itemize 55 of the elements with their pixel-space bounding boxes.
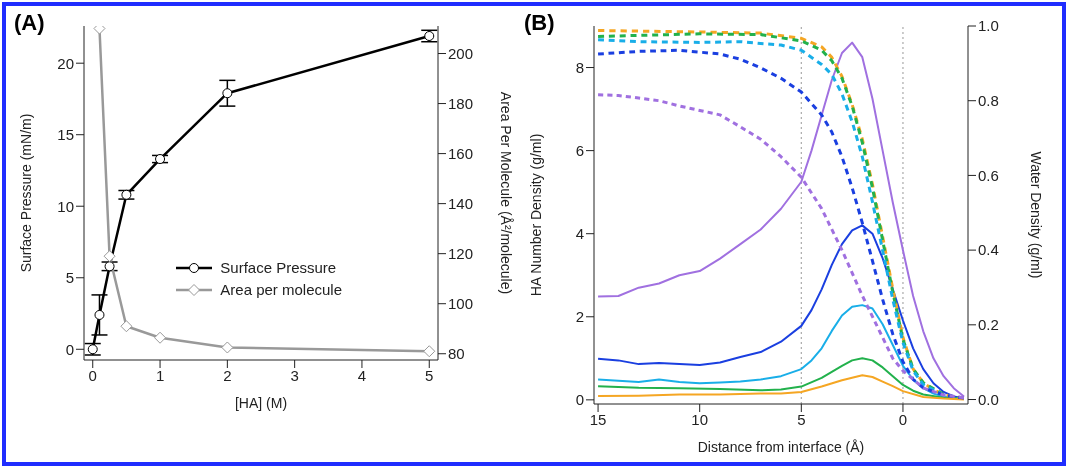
y-tick-label: 2 [575, 308, 584, 326]
y-axis-title: Surface Pressure (mN/m) [17, 113, 34, 273]
y2-tick-label: 0.6 [978, 166, 999, 184]
y2-tick-label: 0.8 [978, 92, 999, 110]
y-tick-label: 15 [57, 126, 74, 144]
point [104, 261, 115, 272]
y-tick-label: 20 [57, 54, 74, 72]
y2-tick-label: 140 [448, 194, 474, 212]
y2-tick-label: 80 [448, 345, 465, 363]
x-tick-label: 2 [223, 366, 232, 384]
y2-tick-label: 180 [448, 94, 474, 112]
y-axis-title: HA Number Density (g/ml) [527, 133, 544, 297]
point [121, 189, 132, 200]
y2-tick-label: 120 [448, 245, 474, 262]
point [424, 31, 435, 42]
y2-tick-label: 0.4 [978, 241, 999, 259]
x-axis-title: Distance from interface (Å) [697, 439, 865, 455]
point [120, 320, 133, 333]
x-tick-label: 5 [797, 410, 806, 428]
x-axis-title: [HA] (M) [234, 395, 288, 411]
chart-title: (B) [524, 10, 555, 36]
y-tick-label: 0 [65, 340, 74, 358]
y-tick-label: 0 [575, 391, 584, 409]
x-tick-label: 3 [290, 366, 299, 384]
y-tick-label: 8 [575, 58, 584, 76]
chart-title: (A) [14, 10, 45, 36]
y-tick-label: 4 [575, 225, 584, 243]
point [155, 154, 166, 165]
legend-label: Surface Pressure [220, 257, 337, 278]
point [154, 331, 167, 344]
point [103, 250, 116, 263]
point [423, 345, 436, 358]
y-tick-label: 10 [57, 197, 74, 215]
x-tick-label: 4 [357, 366, 367, 384]
point [222, 88, 233, 99]
y-tick-label: 6 [575, 141, 584, 159]
y2-tick-label: 1.0 [978, 17, 999, 35]
y2-tick-label: 200 [448, 44, 474, 62]
x-tick-label: 1 [155, 366, 165, 384]
y2-axis-title: Water Density (g/ml) [1028, 151, 1045, 279]
legend-label: Area per molecule [220, 279, 343, 300]
y2-tick-label: 0.2 [978, 316, 999, 334]
point [221, 341, 234, 354]
x-tick-label: 0 [898, 410, 908, 428]
point [94, 309, 105, 320]
y2-axis-title: Area Per Molecule (Å²/molecule) [498, 91, 515, 295]
point [87, 344, 98, 355]
y2-tick-label: 0.0 [978, 390, 999, 408]
y2-tick-label: 100 [448, 295, 474, 313]
x-tick-label: 15 [589, 410, 607, 428]
x-tick-label: 5 [425, 366, 434, 384]
y-tick-label: 5 [65, 269, 74, 287]
y2-tick-label: 160 [448, 144, 474, 162]
x-tick-label: 10 [691, 410, 709, 428]
x-tick-label: 0 [88, 366, 97, 384]
